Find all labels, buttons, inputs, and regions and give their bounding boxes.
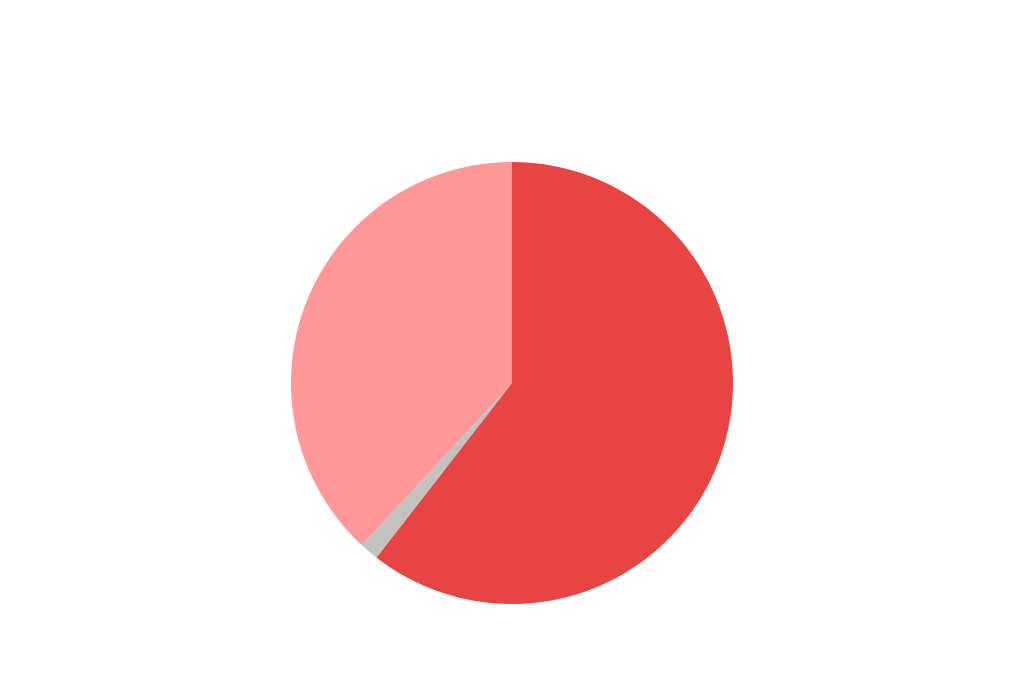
pie-slices [291, 162, 733, 604]
pie-slice-2 [361, 383, 512, 558]
pie-slice-3 [291, 162, 512, 546]
pie-slice-1 [376, 162, 733, 604]
